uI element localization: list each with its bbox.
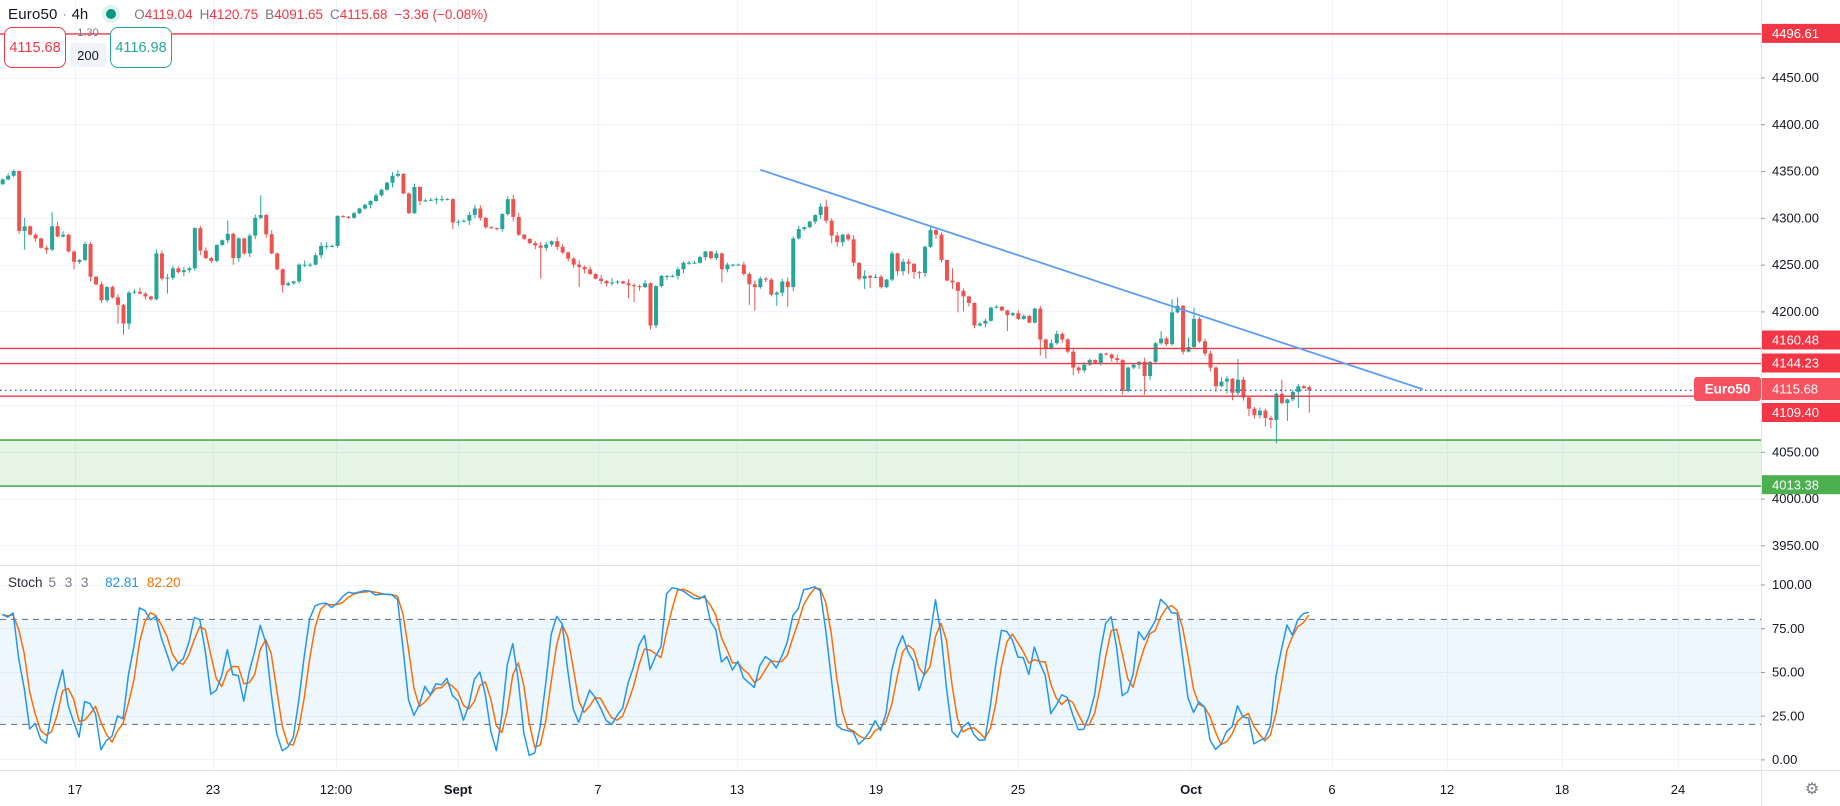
svg-text:100.00: 100.00 (1772, 577, 1812, 592)
change-value: −3.36 (−0.08%) (394, 6, 488, 22)
svg-text:12:00: 12:00 (320, 782, 353, 797)
price-label-box-red[interactable]: 4115.68 (4, 27, 66, 68)
close-value: 4115.68 (339, 6, 388, 22)
high-value: 4120.75 (209, 6, 259, 22)
close-label: C (329, 6, 340, 22)
svg-text:25: 25 (1011, 782, 1025, 797)
stoch-k-value: 82.81 (105, 575, 139, 590)
stoch-legend: Stoch 5 3 3 82.81 82.20 (8, 575, 181, 590)
open-value: 4119.04 (144, 6, 193, 22)
struck-price-value: 1.30 (77, 27, 99, 39)
grid-lines (0, 0, 1761, 770)
svg-text:4144.23: 4144.23 (1772, 356, 1819, 371)
svg-text:4300.00: 4300.00 (1772, 210, 1819, 225)
svg-text:0.00: 0.00 (1772, 752, 1797, 767)
settings-gear-icon[interactable]: ⚙ (1804, 781, 1820, 798)
svg-text:6: 6 (1328, 782, 1335, 797)
svg-text:18: 18 (1555, 782, 1569, 797)
high-label: H (199, 6, 210, 22)
svg-text:4496.61: 4496.61 (1772, 26, 1819, 41)
stoch-d-value: 82.20 (146, 575, 181, 590)
time-axis[interactable]: 17 23 12:00 Sept 7 13 19 25 Oct 6 12 18 24 (68, 782, 1685, 797)
svg-text:4200.00: 4200.00 (1772, 304, 1819, 319)
stoch-band (0, 618, 1761, 725)
level-lines (0, 33, 1761, 397)
svg-text:3950.00: 3950.00 (1772, 538, 1819, 553)
svg-text:4400.00: 4400.00 (1772, 117, 1819, 132)
svg-text:4160.48: 4160.48 (1772, 333, 1819, 348)
open-label: O (134, 6, 145, 22)
ma-period-pill: 200 (70, 43, 106, 67)
stoch-title: Stoch (8, 575, 43, 590)
support-zone (0, 439, 1761, 487)
price-line-symbol-tag: Euro50 (1694, 377, 1761, 401)
trendline (760, 169, 1423, 390)
svg-text:12: 12 (1440, 782, 1454, 797)
svg-text:23: 23 (206, 782, 220, 797)
svg-text:Oct: Oct (1180, 782, 1202, 797)
low-value: 4091.65 (274, 6, 323, 22)
svg-text:13: 13 (730, 782, 744, 797)
svg-text:19: 19 (869, 782, 883, 797)
svg-text:4109.40: 4109.40 (1772, 405, 1819, 420)
svg-text:4115.68: 4115.68 (1772, 382, 1818, 397)
price-axis[interactable]: 4450.00 4400.00 4350.00 4300.00 4250.00 4200.… (1694, 23, 1840, 767)
ohlc-values: O 4119.04 H 4120.75 B 4091.65 C 4115.68 −3.3… (134, 7, 487, 22)
candlestick-series (0, 169, 1312, 444)
svg-text:4350.00: 4350.00 (1772, 164, 1819, 179)
series-status-dot-icon (106, 9, 117, 19)
low-label: B (265, 6, 275, 22)
price-label-box-teal[interactable]: 4116.98 (110, 27, 172, 68)
svg-text:4000.00: 4000.00 (1772, 491, 1819, 506)
svg-text:4013.38: 4013.38 (1772, 477, 1819, 492)
svg-text:17: 17 (68, 782, 82, 797)
svg-text:50.00: 50.00 (1772, 665, 1805, 680)
interval-label: 4h (71, 5, 89, 23)
svg-text:7: 7 (594, 782, 601, 797)
stochastic-lines (1, 585, 1310, 757)
legend-separator: · (62, 7, 67, 21)
svg-text:4250.00: 4250.00 (1772, 257, 1819, 272)
svg-text:25.00: 25.00 (1772, 708, 1805, 723)
svg-text:24: 24 (1671, 782, 1685, 797)
svg-text:Sept: Sept (444, 782, 473, 797)
svg-text:75.00: 75.00 (1772, 621, 1805, 636)
symbol-legend: Euro50 · 4h O 4119.04 H 4120.75 B 4091.65 C… (8, 4, 488, 24)
svg-text:4050.00: 4050.00 (1772, 444, 1819, 459)
symbol-name: Euro50 (8, 5, 58, 23)
stoch-params: 5 3 3 (48, 575, 92, 590)
svg-text:Euro50: Euro50 (1705, 382, 1751, 397)
svg-text:4450.00: 4450.00 (1772, 70, 1819, 85)
